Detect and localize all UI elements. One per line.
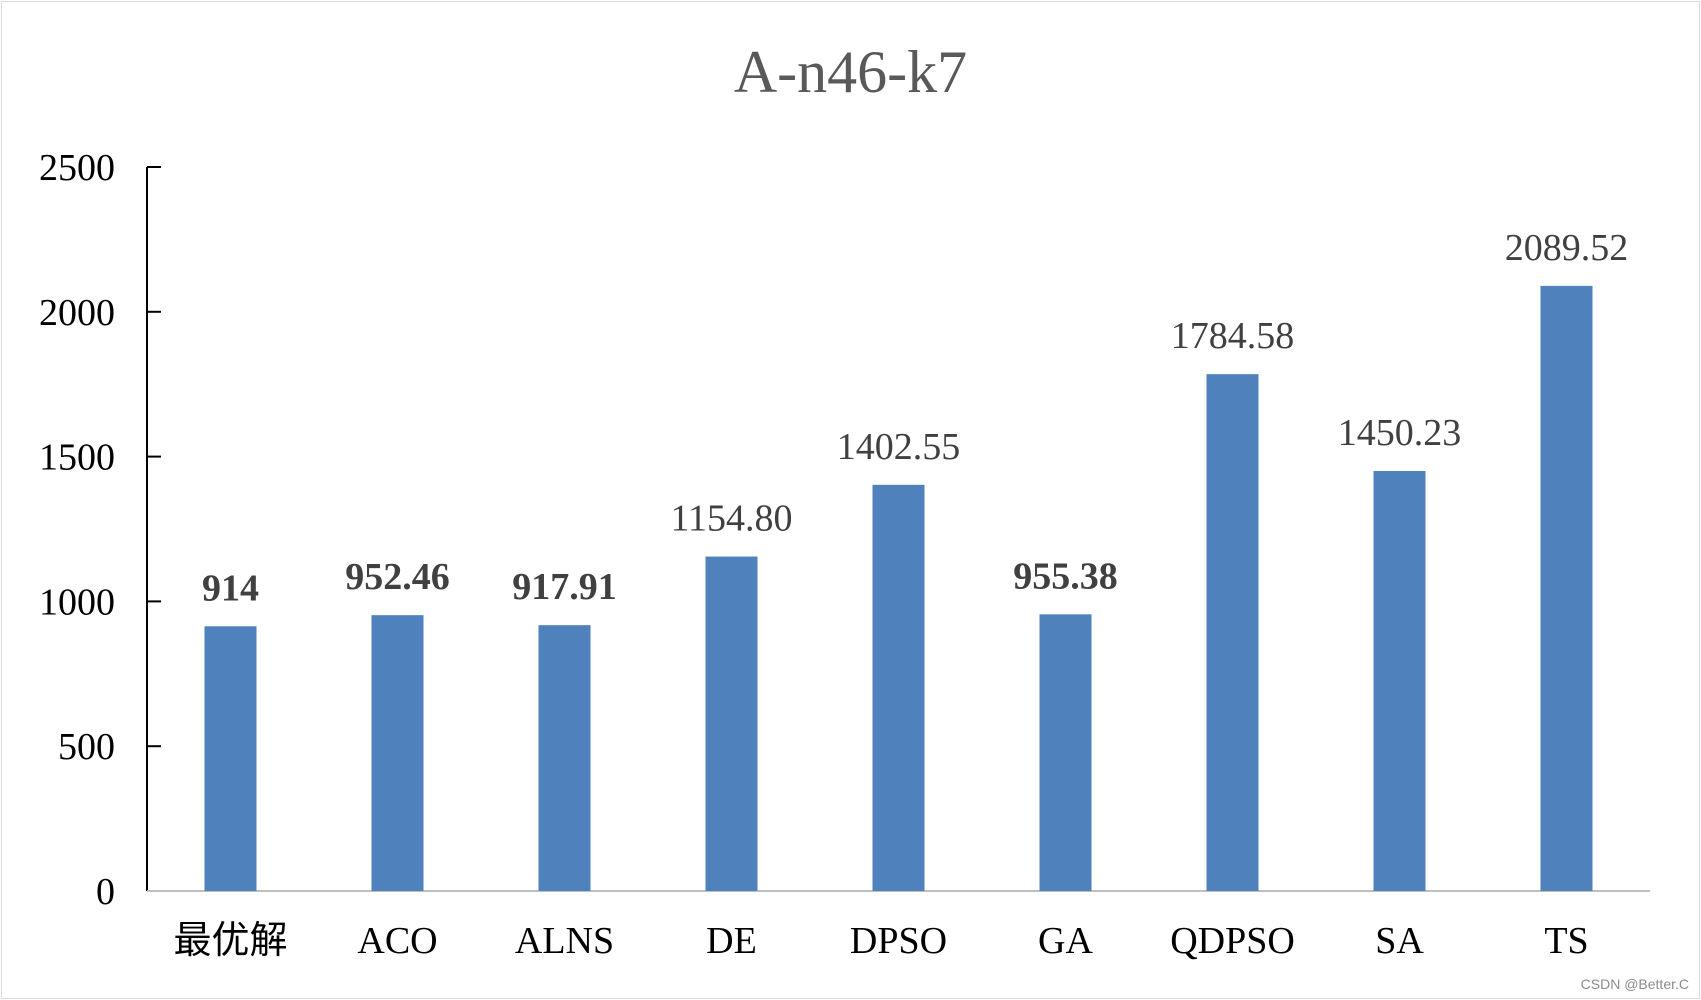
data-label-5: 955.38	[1013, 555, 1118, 597]
category-label-5: GA	[1038, 920, 1093, 962]
data-label-6: 1784.58	[1171, 315, 1295, 357]
data-label-7: 1450.23	[1338, 412, 1462, 454]
bars	[204, 285, 1593, 891]
data-label-8: 2089.52	[1505, 227, 1629, 269]
bar-1	[371, 615, 424, 891]
chart-title: A-n46-k7	[733, 39, 968, 105]
y-tick-label: 1500	[39, 437, 115, 479]
category-labels: 最优解 ACO ALNS DE DPSO GA QDPSO SA TS	[173, 920, 1588, 962]
y-axis: 0 500 1000 1500 2000 2500	[39, 147, 161, 913]
bar-5	[1039, 614, 1092, 891]
data-label-3: 1154.80	[670, 498, 792, 540]
category-label-7: SA	[1375, 920, 1424, 962]
category-label-1: ACO	[357, 920, 437, 962]
category-label-0: 最优解	[173, 920, 287, 962]
data-label-0: 914	[202, 567, 259, 609]
watermark: CSDN @Better.C	[1580, 976, 1689, 992]
bar-7	[1373, 471, 1426, 891]
category-label-2: ALNS	[515, 920, 614, 962]
bar-8	[1540, 285, 1593, 891]
category-label-3: DE	[706, 920, 757, 962]
category-label-4: DPSO	[850, 920, 947, 962]
category-label-6: QDPSO	[1170, 920, 1295, 962]
y-tick-label: 2000	[39, 292, 115, 334]
bar-2	[538, 625, 591, 891]
y-tick-label: 1000	[39, 581, 115, 623]
bar-3	[705, 556, 758, 891]
data-label-2: 917.91	[512, 566, 617, 608]
data-label-4: 1402.55	[837, 426, 961, 468]
y-tick-label: 0	[96, 871, 115, 913]
bar-0	[204, 626, 257, 891]
category-label-8: TS	[1544, 920, 1588, 962]
data-label-1: 952.46	[345, 556, 450, 598]
bar-6	[1206, 374, 1259, 891]
bar-4	[872, 484, 925, 891]
y-tick-label: 2500	[39, 147, 115, 189]
y-tick-label: 500	[58, 726, 115, 768]
data-labels: 914 952.46 917.91 1154.80 1402.55 955.38 1784.…	[202, 227, 1628, 609]
